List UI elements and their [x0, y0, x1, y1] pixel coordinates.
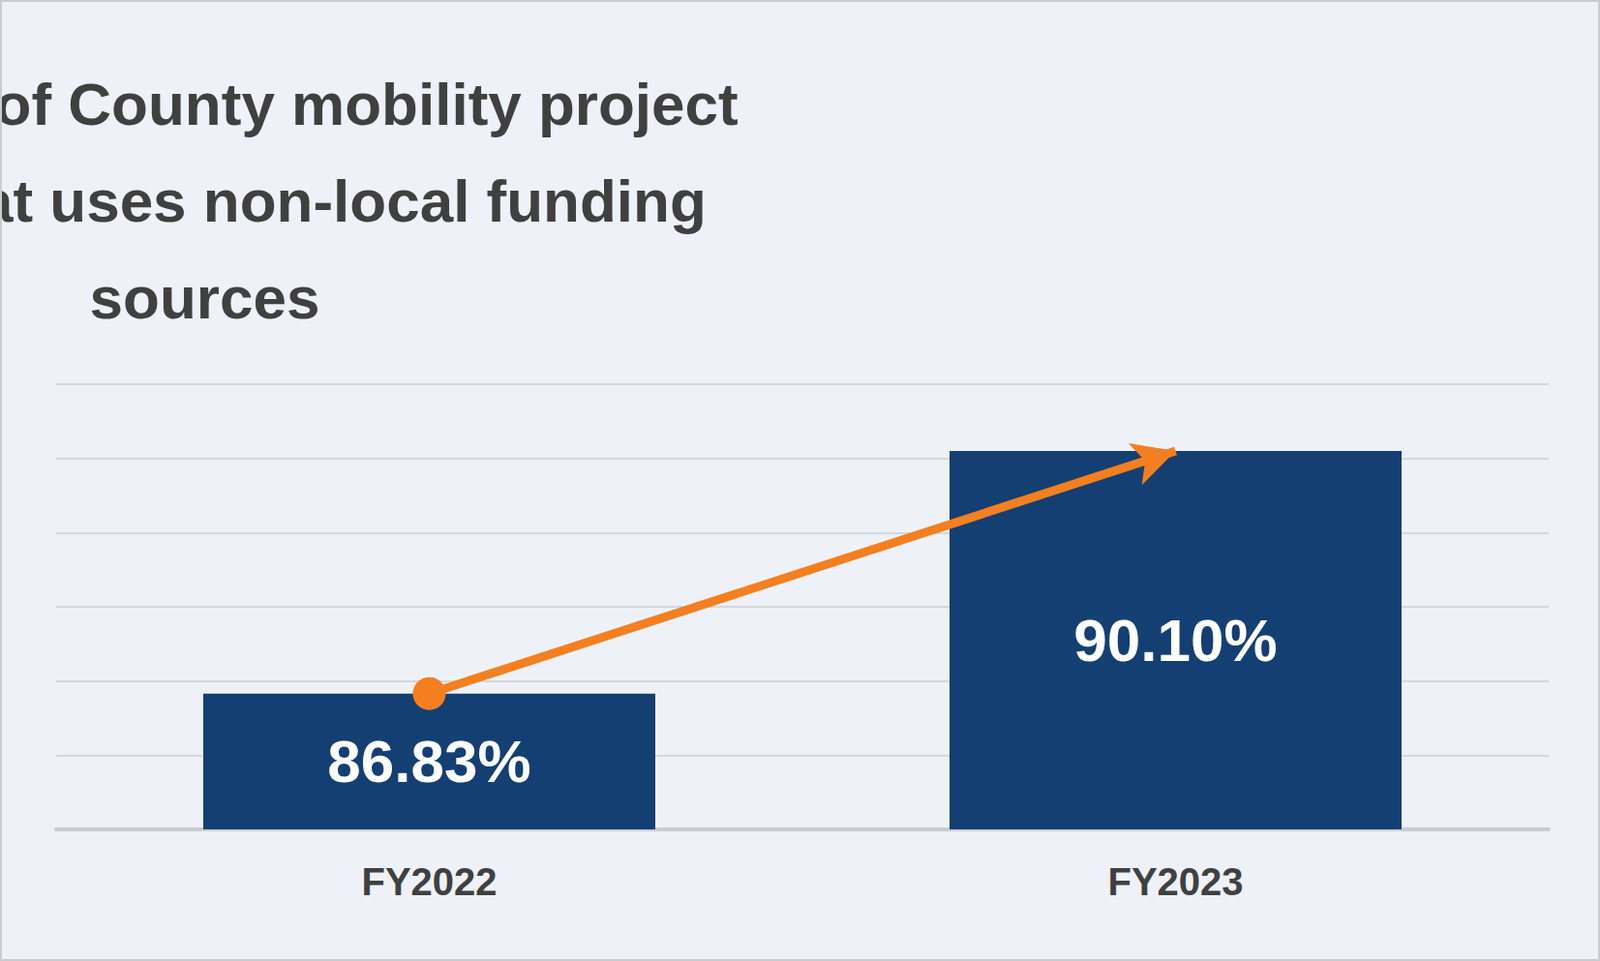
- svg-text:FY2023: FY2023: [1107, 860, 1243, 904]
- svg-text:sources: sources: [90, 264, 321, 332]
- svg-text:funding that uses non-local fu: funding that uses non-local funding: [1, 167, 724, 235]
- svg-text:90.10%: 90.10%: [1073, 606, 1277, 674]
- svg-text:FY2022: FY2022: [361, 860, 497, 904]
- svg-text:Percentage of County mobility: Percentage of County mobility project: [1, 70, 755, 138]
- svg-text:86.83%: 86.83%: [327, 727, 531, 795]
